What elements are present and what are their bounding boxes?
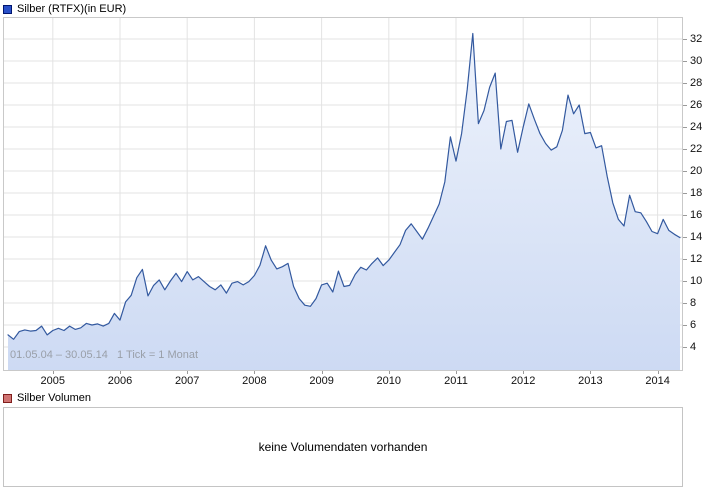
x-tick-mark <box>590 371 592 374</box>
x-tick-mark <box>321 371 323 374</box>
y-tick-mark <box>683 83 687 84</box>
y-tick-label: 12 <box>690 253 703 265</box>
y-tick-label: 28 <box>690 77 703 89</box>
y-tick-label: 8 <box>690 297 697 309</box>
x-tick-label: 2007 <box>174 375 200 387</box>
y-tick-mark <box>683 193 687 194</box>
volume-series-swatch-icon <box>3 393 12 403</box>
y-tick-mark <box>683 215 687 216</box>
y-tick-mark <box>683 149 687 150</box>
x-tick-label: 2014 <box>645 375 670 387</box>
y-tick-mark <box>683 303 687 304</box>
price-line <box>7 32 681 340</box>
y-tick-mark <box>683 347 687 348</box>
y-tick-mark <box>683 39 687 40</box>
volume-empty-message: keine Volumendaten vorhanden <box>258 440 428 454</box>
x-tick-mark <box>456 371 457 374</box>
y-tick-label: 14 <box>690 231 703 243</box>
volume-legend-label: Silber Volumen <box>17 392 91 404</box>
y-tick-mark <box>683 105 687 106</box>
x-tick-mark <box>388 371 390 374</box>
price-legend-label: Silber (RTFX)(in EUR) <box>17 3 127 15</box>
x-tick-mark <box>52 371 54 374</box>
y-tick-mark <box>683 171 687 172</box>
x-tick-label: 2009 <box>309 375 334 387</box>
date-range-note: 01.05.04 – 30.05.14 1 Tick = 1 Monat <box>10 349 199 361</box>
x-tick-label: 2008 <box>242 375 267 387</box>
x-tick-mark <box>120 371 121 374</box>
price-legend: Silber (RTFX)(in EUR) <box>3 3 126 15</box>
y-tick-mark <box>683 61 687 62</box>
x-tick-mark <box>254 371 256 374</box>
x-tick-label: 2005 <box>40 375 66 387</box>
price-area-chart <box>4 18 682 370</box>
y-tick-label: 16 <box>690 209 703 221</box>
y-tick-label: 4 <box>690 341 697 353</box>
y-tick-label: 26 <box>690 99 703 111</box>
price-area-fill <box>8 33 680 370</box>
y-tick-label: 10 <box>690 275 703 287</box>
y-tick-label: 6 <box>690 319 697 331</box>
y-tick-label: 18 <box>690 187 703 199</box>
y-tick-label: 32 <box>690 33 703 45</box>
y-tick-mark <box>683 259 687 260</box>
x-tick-label: 2011 <box>444 375 468 387</box>
y-tick-mark <box>683 237 687 238</box>
y-tick-label: 30 <box>690 55 703 67</box>
x-tick-mark <box>657 371 659 374</box>
y-tick-label: 22 <box>690 143 703 155</box>
price-plot-area: 01.05.04 – 30.05.14 1 Tick = 1 Monat <box>3 17 683 371</box>
y-tick-label: 24 <box>690 121 703 133</box>
x-tick-label: 2012 <box>510 375 536 387</box>
x-tick-label: 2013 <box>578 375 603 387</box>
y-tick-mark <box>683 281 687 282</box>
x-tick-mark <box>187 371 189 374</box>
x-tick-mark <box>523 371 525 374</box>
y-tick-mark <box>683 127 687 128</box>
y-tick-mark <box>683 325 687 326</box>
y-tick-label: 20 <box>690 165 703 177</box>
price-series-swatch-icon <box>3 4 12 14</box>
volume-pane: keine Volumendaten vorhanden <box>3 407 683 487</box>
volume-legend: Silber Volumen <box>3 392 91 404</box>
x-tick-label: 2010 <box>376 375 402 387</box>
x-tick-label: 2006 <box>107 375 133 387</box>
